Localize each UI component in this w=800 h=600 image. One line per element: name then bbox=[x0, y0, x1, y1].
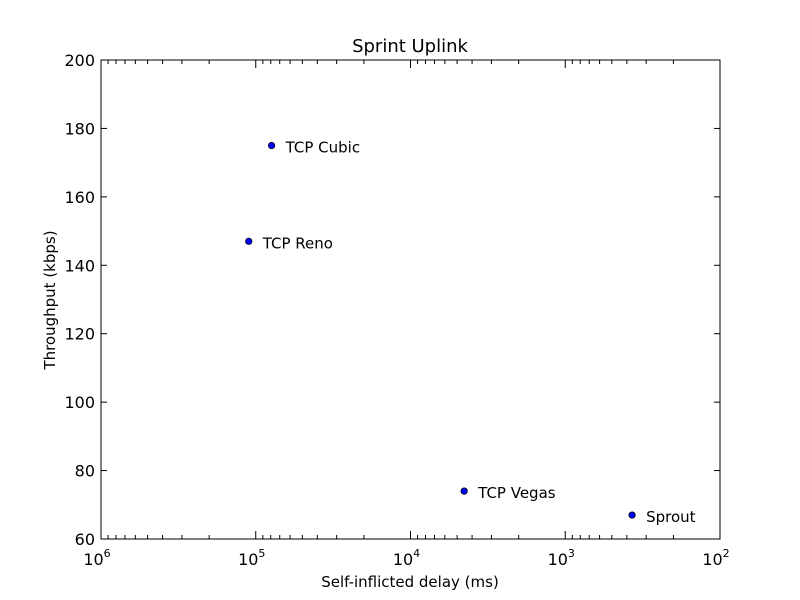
point-label: TCP Vegas bbox=[477, 484, 556, 502]
x-tick-exponent: 3 bbox=[568, 547, 575, 560]
data-points: TCP Cubic TCP Reno TCP Vegas Sprout bbox=[245, 139, 696, 526]
x-tick-label: 105 bbox=[238, 547, 265, 569]
data-point bbox=[460, 487, 468, 495]
x-tick-base: 10 bbox=[393, 550, 413, 569]
data-point bbox=[267, 141, 276, 150]
y-tick-label: 160 bbox=[64, 188, 95, 207]
y-tick-label: 60 bbox=[75, 530, 95, 549]
y-tick-label: 200 bbox=[64, 51, 95, 70]
chart-title: Sprint Uplink bbox=[352, 36, 468, 57]
y-tick-label: 120 bbox=[64, 325, 95, 344]
y-tick-label: 80 bbox=[75, 462, 95, 481]
x-tick-exponent: 6 bbox=[104, 547, 111, 560]
x-axis-label: Self-inflicted delay (ms) bbox=[321, 573, 499, 591]
y-tick-label: 140 bbox=[64, 256, 95, 275]
point-label: TCP Cubic bbox=[285, 139, 361, 157]
x-tick-label: 103 bbox=[548, 547, 575, 569]
x-tick-label: 104 bbox=[393, 547, 420, 569]
x-tick-base: 10 bbox=[702, 550, 722, 569]
x-tick-exponent: 4 bbox=[413, 547, 420, 560]
x-tick-label: 106 bbox=[83, 547, 110, 569]
x-tick-base: 10 bbox=[83, 550, 103, 569]
y-tick-label: 100 bbox=[64, 393, 95, 412]
point-label: Sprout bbox=[646, 508, 696, 526]
data-point bbox=[245, 237, 253, 245]
y-tick-label: 180 bbox=[64, 119, 95, 138]
plot-frame bbox=[100, 59, 721, 540]
y-axis-label: Throughput (kbps) bbox=[41, 230, 59, 370]
data-point bbox=[628, 511, 636, 519]
x-tick-exponent: 5 bbox=[258, 547, 265, 560]
x-tick-label: 102 bbox=[702, 547, 729, 569]
point-label: TCP Reno bbox=[262, 234, 333, 252]
x-tick-base: 10 bbox=[238, 550, 258, 569]
x-tick-base: 10 bbox=[548, 550, 568, 569]
x-tick-exponent: 2 bbox=[723, 547, 730, 560]
